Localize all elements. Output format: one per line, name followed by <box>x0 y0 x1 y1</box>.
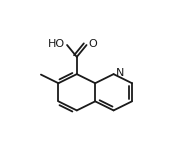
Text: HO: HO <box>48 39 65 49</box>
Text: O: O <box>88 39 97 49</box>
Text: N: N <box>116 68 124 78</box>
